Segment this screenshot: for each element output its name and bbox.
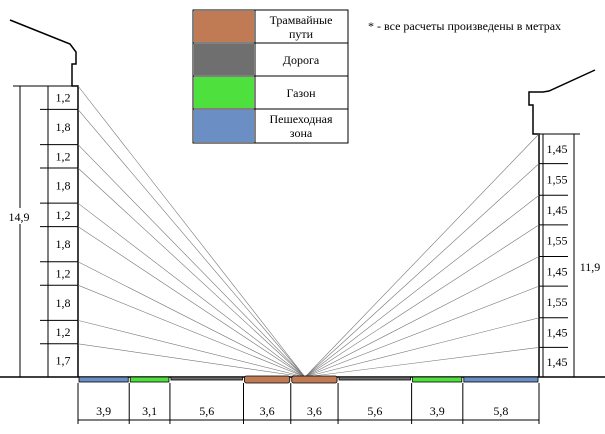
left-floor-label: 1,8 [56, 237, 71, 251]
left-floor-label: 1,7 [56, 353, 71, 367]
right-sightline [304, 195, 540, 378]
street-zone [129, 376, 170, 383]
street-zone [463, 376, 539, 383]
left-sightline [77, 284, 306, 378]
street-segment-label: 5,6 [367, 404, 382, 418]
sightlines [77, 85, 540, 378]
right-sightline [304, 133, 540, 378]
legend-label-tram-2: пути [289, 27, 314, 41]
legend: Трамвайные пути Дорога Газон Пешеходная … [192, 9, 349, 144]
street-dimensions: 3,9 3,1 5,6 3,6 3,6 5,6 3,9 5,8 [77, 383, 540, 424]
left-sightline [77, 144, 306, 378]
left-floor-label: 1,2 [56, 91, 71, 105]
street-segment-label: 3,6 [307, 404, 322, 418]
street-zone [78, 376, 129, 383]
left-total-dimension: 14,9 [4, 85, 40, 378]
right-floor-label: 1,45 [547, 264, 568, 278]
left-total-label: 14,9 [9, 210, 30, 224]
street-segment-label: 5,6 [199, 404, 214, 418]
right-sightline [304, 347, 540, 378]
left-floor-label: 1,2 [56, 149, 71, 163]
legend-label-road: Дорога [283, 53, 320, 67]
left-sightline [77, 226, 306, 378]
left-floor-label: 1,8 [56, 120, 71, 134]
right-sightline [304, 256, 540, 378]
legend-label-lawn: Газон [286, 86, 316, 100]
legend-label-tram-1: Трамвайные [270, 13, 333, 27]
right-floor-label: 1,45 [547, 142, 568, 156]
right-sightline [304, 224, 540, 378]
street-segment-label: 3,1 [142, 404, 157, 418]
left-floor-label: 1,2 [56, 325, 71, 339]
left-sightline [77, 320, 306, 378]
legend-label-pedestrian-2: зона [290, 126, 313, 140]
legend-swatch-road [194, 44, 254, 75]
left-floor-dimensions: 1,2 1,8 1,2 1,8 1,2 1,8 1,2 1,8 1,2 1,7 [40, 85, 78, 378]
units-note: * - все расчеты произведены в метрах [368, 19, 561, 33]
right-sightline [304, 163, 540, 378]
right-sightline [304, 285, 540, 378]
right-total-label: 11,9 [580, 260, 601, 274]
street-zones [78, 375, 539, 384]
street-segment-label: 5,8 [493, 404, 508, 418]
left-floor-label: 1,2 [56, 208, 71, 222]
street-zone [338, 376, 412, 381]
left-sightline [77, 109, 306, 378]
street-segment-label: 3,9 [430, 404, 445, 418]
right-floor-label: 1,45 [547, 203, 568, 217]
right-floor-label: 1,55 [547, 234, 568, 248]
right-floor-label: 1,55 [547, 172, 568, 186]
right-total-dimension: 11,9 [568, 133, 604, 378]
right-floor-dimensions: 1,45 1,55 1,45 1,55 1,45 1,55 1,45 1,45 [539, 133, 572, 377]
left-sightline [77, 261, 306, 378]
street-zone [412, 376, 463, 383]
left-sightline [77, 343, 306, 378]
left-floor-label: 1,2 [56, 266, 71, 280]
left-sightline [77, 167, 306, 378]
legend-swatch-pedestrian [194, 110, 254, 142]
street-zone [291, 375, 338, 384]
right-floor-label: 1,55 [547, 295, 568, 309]
street-segment-label: 3,9 [96, 404, 111, 418]
left-floor-label: 1,8 [56, 296, 71, 310]
right-floor-label: 1,45 [547, 355, 568, 369]
street-zone [170, 376, 243, 381]
legend-label-pedestrian-1: Пешеходная [270, 112, 333, 126]
left-sightline [77, 85, 306, 378]
right-building [528, 69, 596, 377]
legend-swatch-lawn [194, 77, 254, 108]
left-floor-label: 1,8 [56, 179, 71, 193]
street-zone [244, 375, 291, 384]
right-floor-label: 1,45 [547, 326, 568, 340]
street-segment-label: 3,6 [260, 404, 275, 418]
left-sightline [77, 202, 306, 378]
legend-swatch-tram [194, 11, 254, 42]
right-sightline [304, 317, 540, 378]
